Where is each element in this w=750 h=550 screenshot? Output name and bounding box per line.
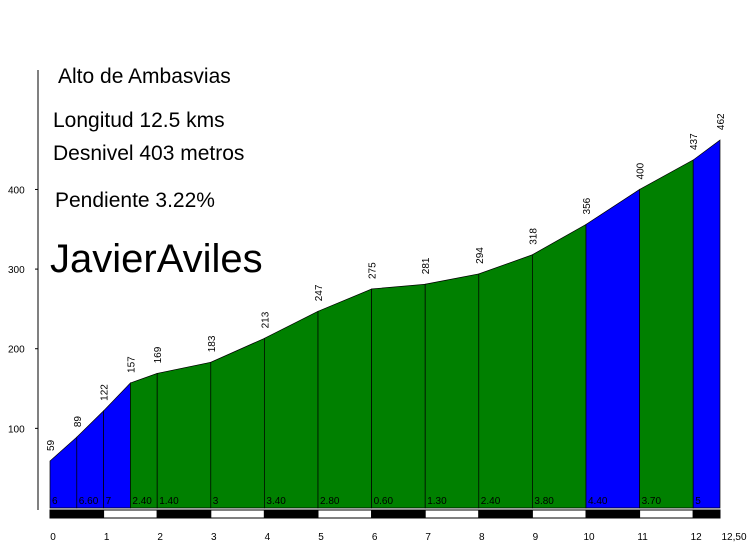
value-label: 59 <box>46 439 57 451</box>
profile-segment <box>478 254 533 509</box>
x-tick-label: 4 <box>265 532 271 543</box>
value-label: 462 <box>716 113 727 130</box>
value-label: 169 <box>153 346 164 363</box>
profile-segment <box>317 288 372 509</box>
profile-segment <box>532 223 587 509</box>
profile-segment <box>692 139 721 509</box>
segment-label: 6 <box>52 496 58 507</box>
value-label: 213 <box>260 311 271 328</box>
x-tick-label: 6 <box>372 532 378 543</box>
value-label: 318 <box>528 228 539 245</box>
segment-label: 2.40 <box>132 496 152 507</box>
x-tick-label: 5 <box>318 532 324 543</box>
annotation: JavierAviles <box>50 237 263 281</box>
x-tick-label: 2 <box>157 532 163 543</box>
scale-bar <box>263 509 319 519</box>
x-tick-label: 7 <box>425 532 431 543</box>
value-label: 247 <box>314 284 325 301</box>
value-label: 437 <box>689 133 700 150</box>
segment-label: 3.40 <box>266 496 286 507</box>
segment-label: 3.80 <box>534 496 554 507</box>
profile-segment <box>424 273 480 509</box>
value-label: 183 <box>207 335 218 352</box>
x-tick-label: 3 <box>211 532 217 543</box>
profile-segment <box>156 361 212 509</box>
scale-bar <box>371 509 426 519</box>
x-tick-label: 12 <box>691 532 703 543</box>
scale-bar <box>585 509 641 519</box>
scale-bar <box>424 509 480 519</box>
profile-segment <box>130 372 158 509</box>
profile-segment <box>371 283 426 509</box>
value-label: 400 <box>636 162 647 179</box>
x-tick-label: 1 <box>104 532 110 543</box>
scale-bar <box>639 509 694 519</box>
y-tick-label: 300 <box>8 265 25 276</box>
y-tick-label: 400 <box>8 185 25 196</box>
chart-title: Alto de Ambasvias <box>58 65 231 88</box>
value-label: 294 <box>475 247 486 264</box>
x-tick-label: 10 <box>583 532 595 543</box>
x-tick-label: 9 <box>533 532 539 543</box>
scale-bar <box>49 509 105 519</box>
value-label: 281 <box>421 257 432 274</box>
segment-label: 6.60 <box>79 496 99 507</box>
scale-bar <box>531 509 587 519</box>
profile-segment <box>210 337 265 509</box>
annotation: Longitud 12.5 kms <box>53 109 225 132</box>
value-label: 122 <box>100 384 111 401</box>
scale-bar <box>156 509 212 519</box>
segment-label: 2.80 <box>320 496 340 507</box>
segment-label: 5 <box>695 496 701 507</box>
profile-segment <box>585 188 640 509</box>
x-tick-label: 8 <box>479 532 485 543</box>
annotation: Desnivel 403 metros <box>53 142 244 165</box>
x-tick-label: 0 <box>50 532 56 543</box>
value-label: 157 <box>126 356 137 373</box>
scale-bar <box>478 509 533 519</box>
value-label: 275 <box>368 262 379 279</box>
segment-label: 3 <box>213 496 219 507</box>
segment-label: 1.30 <box>427 496 447 507</box>
scale-bar <box>103 509 158 519</box>
annotation: Pendiente 3.22% <box>55 189 215 212</box>
segment-label: 7 <box>106 496 112 507</box>
value-label: 89 <box>73 416 84 428</box>
scale-bar <box>210 509 265 519</box>
x-tick-label: 12,50 <box>721 532 746 543</box>
segment-label: 1.40 <box>159 496 179 507</box>
segment-label: 0.60 <box>374 496 394 507</box>
y-tick-label: 200 <box>8 345 25 356</box>
profile-segment <box>264 310 319 509</box>
scale-bar <box>692 509 721 519</box>
x-tick-label: 11 <box>637 532 648 543</box>
scale-bar <box>317 509 373 519</box>
segment-label: 3.70 <box>642 496 662 507</box>
segment-label: 4.40 <box>588 496 608 507</box>
segment-label: 2.40 <box>481 496 501 507</box>
value-label: 356 <box>582 197 593 214</box>
y-tick-label: 100 <box>8 424 25 435</box>
profile-segment <box>639 159 694 509</box>
